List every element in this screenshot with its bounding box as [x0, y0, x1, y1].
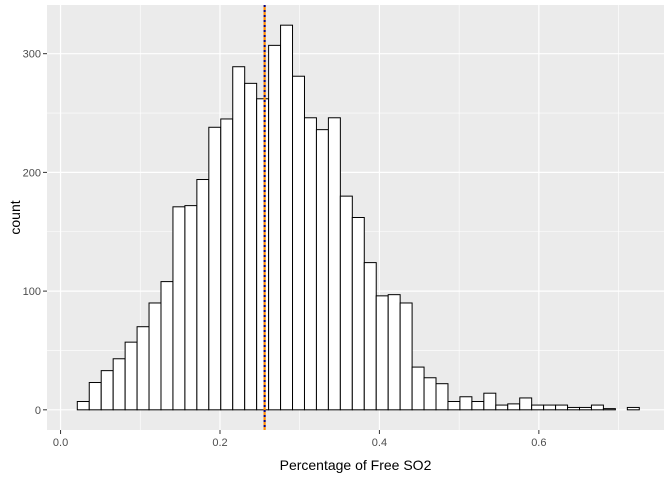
- histogram-bar: [626, 406, 640, 411]
- histogram-bar: [172, 206, 186, 411]
- histogram-bar: [423, 377, 437, 411]
- x-axis-title: Percentage of Free SO2: [280, 457, 432, 473]
- histogram-bar: [148, 302, 162, 411]
- histogram-bar: [315, 129, 329, 411]
- histogram-bar: [351, 217, 365, 411]
- histogram-bar: [483, 392, 497, 411]
- histogram-bar: [495, 404, 509, 411]
- histogram-bar: [100, 370, 114, 411]
- histogram-bar: [196, 179, 210, 411]
- histogram-bar: [232, 66, 246, 411]
- histogram-bar: [184, 205, 198, 411]
- histogram-bar: [244, 82, 258, 411]
- histogram-bar: [124, 341, 138, 411]
- histogram-bar: [112, 358, 126, 411]
- histogram-bar: [292, 75, 305, 411]
- x-tick-label: 0.2: [212, 437, 227, 449]
- histogram-bar: [339, 195, 353, 411]
- histogram-bar: [543, 404, 557, 411]
- histogram-bar: [567, 406, 581, 411]
- histogram-bar: [375, 295, 389, 411]
- histogram-bar: [268, 44, 282, 411]
- histogram-bar: [590, 404, 604, 411]
- x-tick-label: 0.4: [372, 437, 387, 449]
- histogram-bar: [387, 294, 401, 411]
- histogram-bar: [602, 408, 616, 411]
- histogram-bar: [435, 383, 449, 411]
- histogram-bar: [579, 406, 592, 411]
- histogram-bar: [220, 118, 234, 411]
- histogram-bar: [208, 126, 222, 411]
- histogram-bar: [136, 326, 150, 411]
- histogram-bar: [531, 404, 545, 411]
- histogram-bar: [555, 404, 569, 411]
- histogram-bar: [327, 117, 341, 411]
- y-axis: 0 100 200 300: [23, 49, 47, 417]
- x-axis: 0.0 0.2 0.4 0.6: [53, 430, 546, 449]
- histogram-bar: [519, 397, 533, 411]
- histogram-bar: [303, 117, 317, 411]
- histogram-bar: [280, 24, 294, 411]
- histogram-bar: [507, 403, 521, 411]
- histogram-bar: [399, 302, 413, 411]
- histogram-bar: [471, 401, 485, 411]
- histogram-bar: [160, 281, 174, 411]
- histogram-bar: [459, 396, 473, 411]
- y-tick-label: 0: [35, 405, 41, 417]
- y-tick-label: 200: [23, 167, 41, 179]
- histogram-bar: [76, 401, 90, 411]
- histogram-bar: [363, 262, 377, 411]
- histogram-bars: [76, 24, 640, 411]
- x-tick-label: 0.0: [53, 437, 68, 449]
- histogram-bar: [88, 382, 102, 411]
- histogram-bar: [256, 98, 270, 411]
- x-tick-label: 0.6: [531, 437, 546, 449]
- y-tick-label: 300: [23, 49, 41, 61]
- y-tick-label: 100: [23, 286, 41, 298]
- histogram-bar: [411, 366, 425, 411]
- histogram-bar: [447, 401, 461, 411]
- y-axis-title: count: [7, 200, 23, 234]
